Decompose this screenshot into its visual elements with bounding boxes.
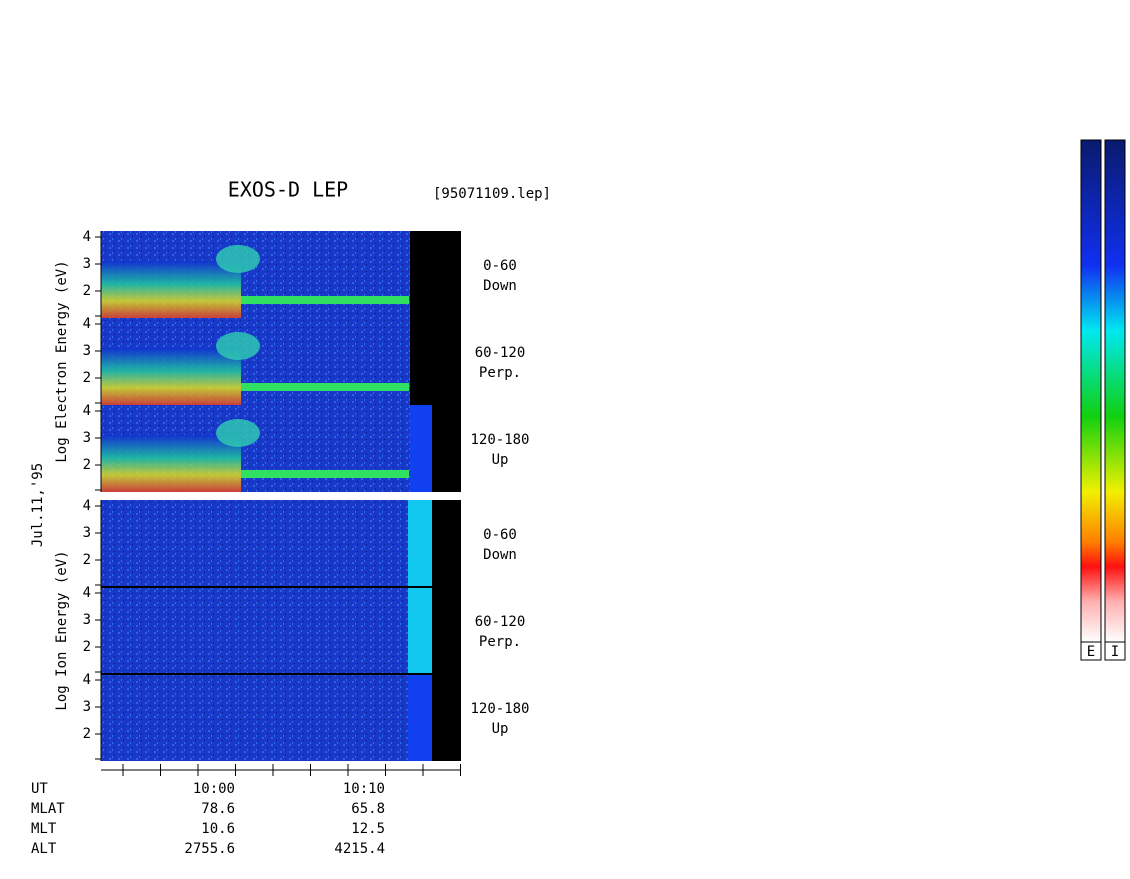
y-tick-label: 3 — [83, 343, 91, 359]
row-value: 4215.4 — [334, 841, 385, 857]
y-tick-label: 3 — [83, 525, 91, 541]
channel-range: 0-60 — [483, 258, 517, 274]
row-label: MLAT — [31, 801, 65, 817]
color-bar — [1104, 139, 1126, 643]
spectrogram-edge — [410, 405, 432, 492]
spectrogram-feature — [216, 245, 260, 273]
spectrogram-band — [241, 470, 409, 478]
y-tick-label: 4 — [83, 498, 91, 514]
spectrogram — [101, 587, 408, 674]
date: Jul.11,'95 — [30, 463, 46, 547]
spectrogram-edge — [408, 500, 432, 587]
spectrogram-low-energy — [101, 261, 241, 318]
row-label: UT — [31, 781, 48, 797]
y-tick-label: 4 — [83, 403, 91, 419]
y-tick-label: 3 — [83, 430, 91, 446]
y-tick-label: 2 — [83, 552, 91, 568]
row-value: 2755.6 — [184, 841, 235, 857]
channel-range: 0-60 — [483, 527, 517, 543]
y-tick-label: 2 — [83, 726, 91, 742]
row-value: 10:00 — [193, 781, 235, 797]
y-tick-label: 2 — [83, 639, 91, 655]
y-tick-label: 3 — [83, 612, 91, 628]
color-bar-label-box — [1080, 641, 1102, 661]
y-tick-label: 4 — [83, 316, 91, 332]
color-bar-label-box — [1104, 641, 1126, 661]
color-bar — [1080, 139, 1102, 643]
color-bar-label: E — [1087, 644, 1095, 660]
y-axis-label: Log Electron Energy (eV) — [54, 260, 70, 462]
color-bar-label: I — [1111, 644, 1119, 660]
channel-direction: Perp. — [479, 365, 521, 381]
channel-direction: Up — [492, 721, 509, 737]
y-tick-label: 2 — [83, 370, 91, 386]
spectrogram-band — [241, 296, 409, 304]
channel-direction: Up — [492, 452, 509, 468]
y-tick-label: 4 — [83, 672, 91, 688]
y-tick-label: 4 — [83, 229, 91, 245]
spectrogram-edge — [408, 674, 432, 761]
channel-direction: Down — [483, 547, 517, 563]
row-value: 78.6 — [201, 801, 235, 817]
row-value: 10.6 — [201, 821, 235, 837]
channel-range: 60-120 — [475, 345, 526, 361]
row-label: ALT — [31, 841, 57, 857]
spectrogram-low-energy — [101, 348, 241, 405]
spectrogram — [101, 674, 408, 761]
spectrogram-feature — [216, 332, 260, 360]
channel-range: 120-180 — [470, 701, 529, 717]
y-tick-label: 2 — [83, 283, 91, 299]
spectrogram-edge — [408, 587, 432, 674]
spectrogram-low-energy — [101, 435, 241, 492]
row-value: 65.8 — [351, 801, 385, 817]
y-tick-label: 2 — [83, 457, 91, 473]
row-label: MLT — [31, 821, 57, 837]
channel-range: 120-180 — [470, 432, 529, 448]
y-tick-label: 3 — [83, 256, 91, 272]
row-value: 10:10 — [343, 781, 385, 797]
spectrogram-band — [241, 383, 409, 391]
channel-direction: Down — [483, 278, 517, 294]
channel-range: 60-120 — [475, 614, 526, 630]
spectrogram-feature — [216, 419, 260, 447]
spectrogram — [101, 500, 408, 587]
file-name: [95071109.lep] — [433, 186, 551, 202]
title: EXOS-D LEP — [228, 178, 348, 202]
y-axis-label: Log Ion Energy (eV) — [54, 550, 70, 710]
y-tick-label: 4 — [83, 585, 91, 601]
channel-direction: Perp. — [479, 634, 521, 650]
row-value: 12.5 — [351, 821, 385, 837]
y-tick-label: 3 — [83, 699, 91, 715]
